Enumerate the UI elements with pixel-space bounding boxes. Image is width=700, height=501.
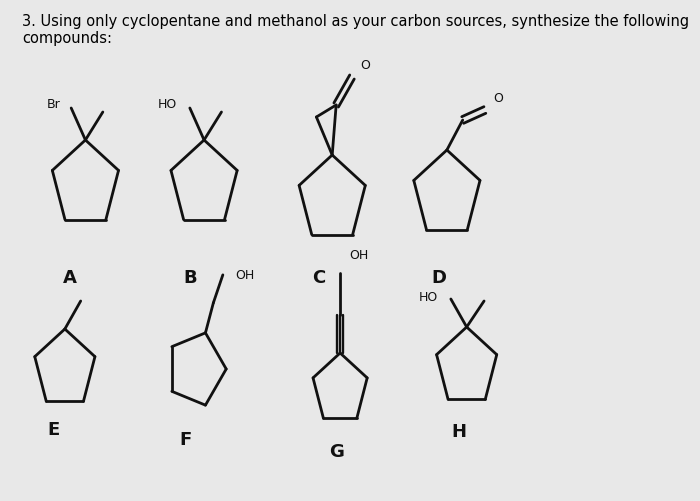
Text: C: C <box>312 269 326 287</box>
Text: D: D <box>431 269 447 287</box>
Text: 3. Using only cyclopentane and methanol as your carbon sources, synthesize the f: 3. Using only cyclopentane and methanol … <box>22 14 690 46</box>
Text: E: E <box>48 420 60 438</box>
Text: OH: OH <box>235 269 255 282</box>
Text: H: H <box>452 422 466 440</box>
Text: O: O <box>360 59 370 72</box>
Text: A: A <box>63 269 76 287</box>
Text: HO: HO <box>158 98 177 111</box>
Text: B: B <box>183 269 197 287</box>
Text: O: O <box>493 92 503 105</box>
Text: G: G <box>329 442 344 460</box>
Text: Br: Br <box>46 98 60 111</box>
Text: F: F <box>180 430 192 448</box>
Text: OH: OH <box>349 248 369 262</box>
Text: HO: HO <box>419 291 438 304</box>
